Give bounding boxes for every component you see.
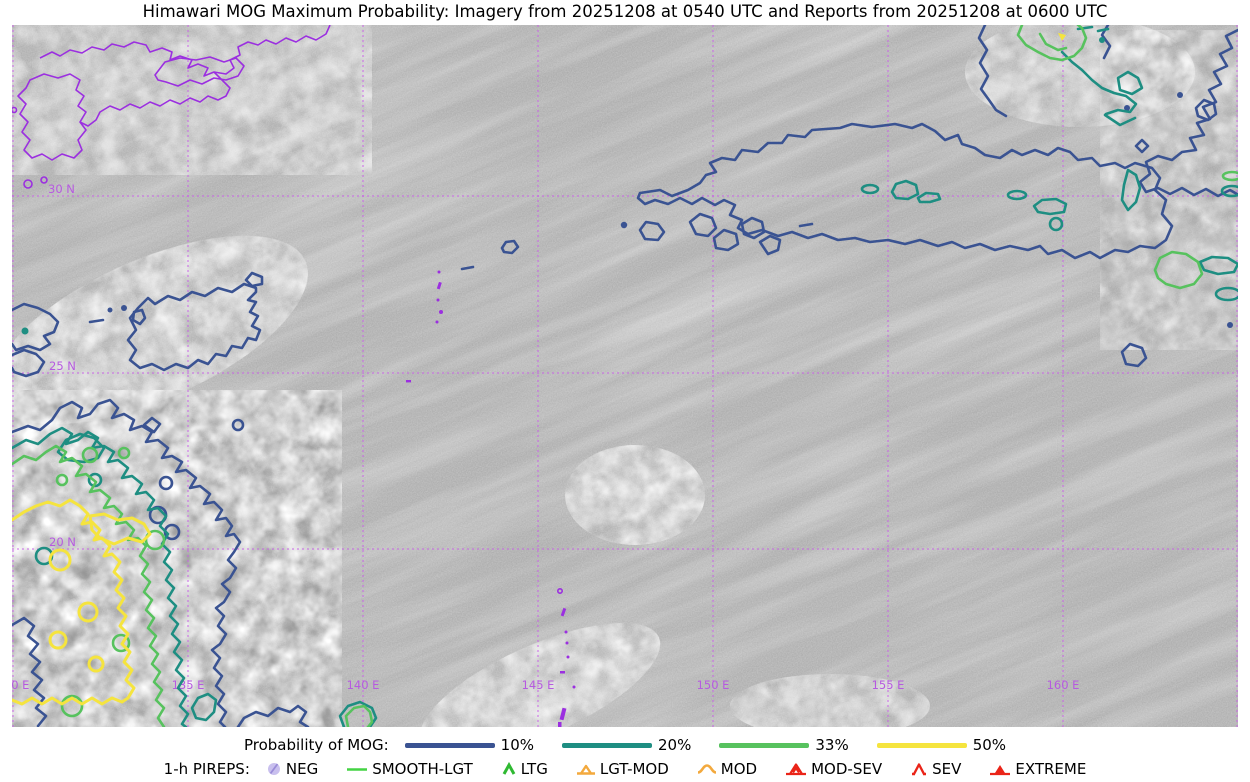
lat-label-20n: 20 N — [49, 535, 76, 549]
prob-20-label: 20% — [658, 736, 692, 754]
prob-legend-item-33: 33% — [719, 736, 849, 754]
lgt-mod-open-triangle-icon — [576, 764, 595, 775]
prob-legend-item-10: 10% — [404, 736, 535, 754]
prob-20-line-swatch — [562, 742, 653, 748]
lon-label-145e: 145 E — [522, 678, 555, 692]
pirep-item-extreme: EXTREME — [989, 760, 1086, 778]
prob-legend-item-20: 20% — [562, 736, 691, 754]
pirep-ltg-label: LTG — [520, 759, 548, 778]
pireps-legend-row: 1-h PIREPS: NEG SMOOTH-LGT LTG — [0, 758, 1250, 779]
chart-title: Himawari MOG Maximum Probability: Imager… — [142, 2, 1108, 21]
prob-contours-10pct — [10, 23, 1250, 729]
mod-caret-icon — [697, 763, 717, 774]
pirep-smooth-lgt-label: SMOOTH-LGT — [372, 759, 473, 778]
pirep-mod-sev-label: MOD-SEV — [811, 759, 883, 778]
prob-33-label: 33% — [815, 736, 849, 754]
prob-10-line-swatch — [404, 742, 495, 748]
prob-50-label: 50% — [972, 736, 1007, 754]
pirep-item-mod: MOD — [697, 760, 757, 778]
pirep-lgt-mod-label: LGT-MOD — [599, 759, 669, 778]
lon-label-135e: 135 E — [172, 678, 205, 692]
pirep-neg-label: NEG — [285, 759, 319, 778]
lon-label-160e: 160 E — [1047, 678, 1080, 692]
prob-33-line-swatch — [719, 742, 810, 748]
pirep-item-ltg: LTG — [501, 760, 548, 778]
prob-50-line-swatch — [876, 742, 967, 748]
lon-label-140e: 140 E — [347, 678, 380, 692]
ltg-caret-icon — [502, 761, 516, 775]
coastlines — [10, 24, 576, 728]
prob-contours-50pct — [10, 33, 1066, 706]
pirep-item-smooth-lgt: SMOOTH-LGT — [346, 760, 473, 778]
prob-legend-item-50: 50% — [876, 736, 1007, 754]
lat-label-25n: 25 N — [49, 359, 76, 373]
pirep-mod-label: MOD — [720, 759, 758, 778]
lon-label-150e: 150 E — [697, 678, 730, 692]
smooth-lgt-line-icon — [347, 767, 368, 771]
graticule-labels: 30 N 25 N 20 N 130 E 135 E 140 E 145 E 1… — [0, 182, 1080, 692]
pireps-legend-title: 1-h PIREPS: — [163, 759, 250, 778]
pirep-item-sev: SEV — [910, 760, 961, 778]
pirep-item-neg: NEG — [266, 760, 318, 778]
lon-label-130e: 130 E — [12, 678, 29, 692]
neg-circle-slash-icon — [267, 762, 280, 775]
pirep-extreme-label: EXTREME — [1015, 759, 1087, 778]
extreme-filled-triangle-icon — [990, 764, 1011, 775]
prob-10-label: 10% — [500, 736, 535, 754]
sev-caret-feet-icon — [912, 762, 927, 775]
legend: Probability of MOG: 10% 20% 33% 50% 1-h … — [0, 729, 1250, 782]
lon-label-155e: 155 E — [872, 678, 905, 692]
probability-legend-row: Probability of MOG: 10% 20% 33% 50% — [0, 735, 1250, 755]
lat-label-30n: 30 N — [48, 182, 75, 196]
probability-legend-title: Probability of MOG: — [243, 736, 389, 754]
pirep-sev-label: SEV — [932, 759, 962, 778]
graticule — [12, 25, 1238, 727]
pirep-item-lgt-mod: LGT-MOD — [576, 760, 669, 778]
pirep-item-mod-sev: MOD-SEV — [785, 760, 882, 778]
mod-sev-triangle-caret-icon — [786, 762, 807, 775]
